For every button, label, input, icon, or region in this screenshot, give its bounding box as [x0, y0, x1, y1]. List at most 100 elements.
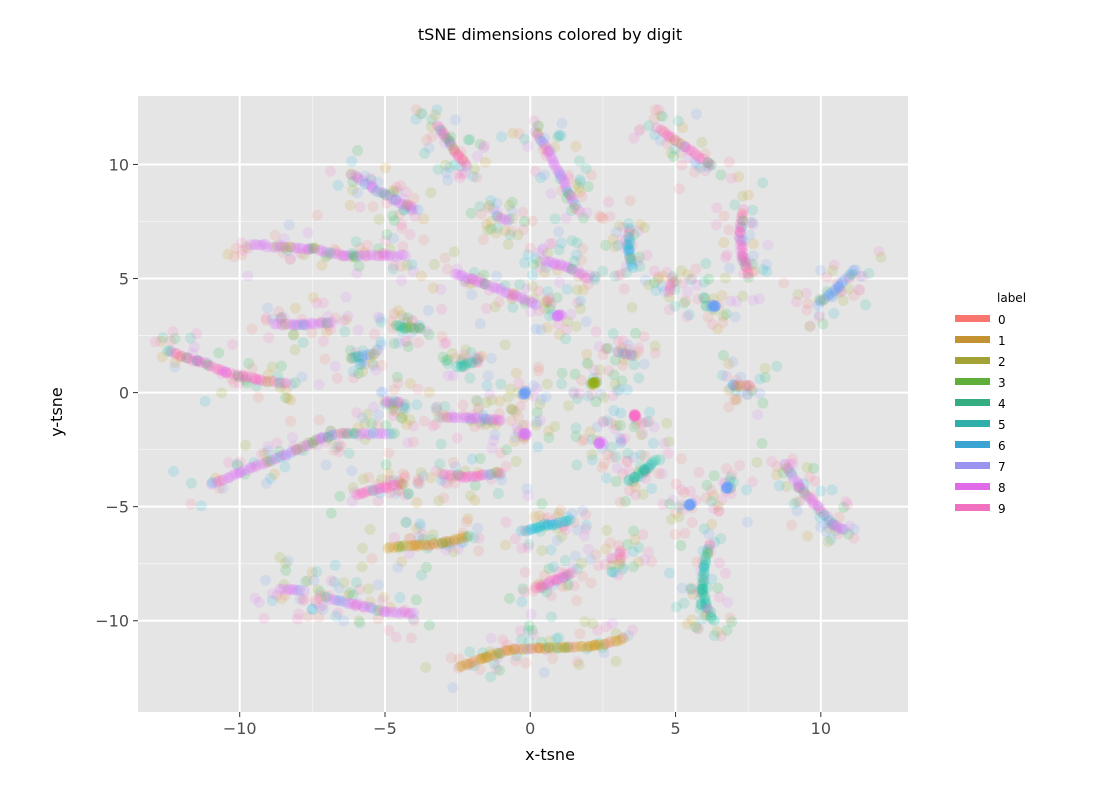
scatter-point	[378, 606, 390, 618]
scatter-point	[583, 640, 595, 652]
scatter-point	[742, 268, 754, 280]
scatter-point	[669, 134, 681, 146]
scatter-point	[635, 449, 647, 461]
scatter-point	[459, 362, 471, 374]
scatter-point	[675, 453, 687, 465]
scatter-point	[409, 540, 421, 552]
scatter-point	[357, 412, 369, 424]
scatter-point	[339, 427, 351, 439]
scatter-point	[444, 535, 456, 547]
scatter-point	[741, 516, 753, 528]
scatter-point	[353, 615, 365, 627]
scatter-point	[801, 461, 813, 473]
scatter-point	[519, 257, 531, 269]
scatter-point	[275, 313, 287, 325]
scatter-point	[535, 580, 547, 592]
scatter-point	[294, 593, 306, 605]
scatter-point	[291, 613, 303, 625]
scatter-point	[392, 485, 404, 497]
scatter-point	[835, 285, 847, 297]
scatter-point	[286, 378, 298, 390]
scatter-point	[456, 153, 468, 165]
scatter-point	[228, 369, 240, 381]
scatter-point	[432, 163, 444, 175]
scatter-point	[639, 463, 651, 475]
scatter-point	[566, 567, 578, 579]
scatter-point	[734, 226, 746, 238]
scatter-point	[717, 477, 729, 489]
scatter-point	[382, 542, 394, 554]
scatter-point	[396, 540, 408, 552]
scatter-point	[437, 537, 449, 549]
scatter-point	[321, 317, 333, 329]
scatter-point	[273, 445, 285, 457]
scatter-point	[162, 345, 174, 357]
scatter-point	[633, 372, 645, 384]
scatter-point	[401, 418, 413, 430]
scatter-point	[609, 635, 621, 647]
scatter-point	[619, 496, 631, 508]
scatter-point	[519, 427, 531, 439]
scatter-point	[543, 310, 555, 322]
scatter-point	[358, 602, 370, 614]
scatter-point	[535, 324, 547, 336]
scatter-point	[576, 374, 588, 386]
scatter-point	[388, 250, 400, 262]
scatter-point	[667, 270, 679, 282]
scatter-point	[442, 358, 454, 370]
scatter-point	[798, 478, 810, 490]
scatter-point	[399, 402, 411, 414]
scatter-point	[330, 248, 342, 260]
scatter-point	[582, 272, 594, 284]
scatter-point	[256, 458, 268, 470]
scatter-point	[696, 583, 708, 595]
scatter-point	[809, 475, 821, 487]
scatter-point	[727, 379, 739, 391]
scatter-point	[379, 398, 391, 410]
scatter-point	[568, 517, 580, 529]
scatter-point	[739, 256, 751, 268]
scatter-point	[278, 311, 290, 323]
scatter-point	[286, 584, 298, 596]
scatter-point	[663, 286, 675, 298]
scatter-point	[792, 476, 804, 488]
scatter-point	[643, 279, 655, 291]
scatter-point	[611, 385, 623, 397]
scatter-point	[844, 520, 856, 532]
scatter-point	[480, 419, 492, 431]
scatter-point	[221, 366, 233, 378]
legend-label-2: 2	[998, 355, 1006, 369]
scatter-point	[558, 567, 570, 579]
scatter-point	[546, 237, 558, 249]
scatter-point	[288, 328, 300, 340]
scatter-point	[518, 586, 530, 598]
scatter-point	[814, 294, 826, 306]
scatter-point	[387, 410, 399, 422]
scatter-point	[633, 465, 645, 477]
scatter-point	[390, 194, 402, 206]
scatter-point	[735, 371, 747, 383]
scatter-point	[192, 355, 204, 367]
scatter-point	[381, 479, 393, 491]
scatter-point	[656, 468, 668, 480]
scatter-point	[855, 270, 867, 282]
scatter-point	[747, 258, 759, 270]
scatter-point	[549, 159, 561, 171]
scatter-point	[733, 225, 745, 237]
scatter-point	[343, 447, 355, 459]
scatter-point	[670, 601, 682, 613]
scatter-point	[461, 161, 473, 173]
scatter-point	[380, 420, 392, 432]
scatter-point	[632, 225, 644, 237]
scatter-point	[324, 324, 336, 336]
scatter-point	[474, 418, 486, 430]
scatter-point	[584, 378, 596, 390]
scatter-point	[736, 221, 748, 233]
scatter-point	[354, 358, 366, 370]
scatter-point	[294, 319, 306, 331]
scatter-point	[191, 355, 203, 367]
scatter-point	[541, 586, 553, 598]
scatter-point	[450, 412, 462, 424]
scatter-point	[195, 357, 207, 369]
x-axis: −10 −5 0 5 10	[223, 712, 831, 738]
